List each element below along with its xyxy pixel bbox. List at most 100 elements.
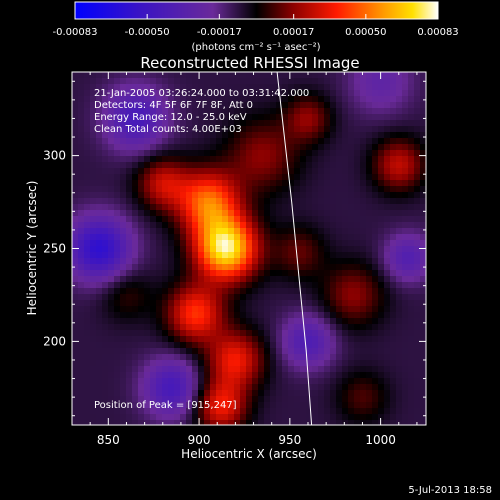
heatmap-cell	[276, 324, 283, 331]
heatmap-cell	[378, 84, 385, 91]
heatmap-cell	[108, 216, 115, 223]
heatmap-cell	[102, 210, 109, 217]
heatmap-cell	[162, 258, 169, 265]
heatmap-cell	[90, 204, 97, 211]
heatmap-cell	[90, 300, 97, 307]
heatmap-cell	[396, 252, 403, 259]
heatmap-cell	[114, 84, 121, 91]
heatmap-cell	[216, 282, 223, 289]
heatmap-cell	[318, 168, 325, 175]
heatmap-cell	[372, 216, 379, 223]
heatmap-cell	[222, 396, 229, 403]
heatmap-cell	[78, 180, 85, 187]
heatmap-cell	[390, 240, 397, 247]
heatmap-cell	[390, 384, 397, 391]
heatmap-cell	[396, 96, 403, 103]
heatmap-cell	[414, 384, 421, 391]
heatmap-cell	[138, 192, 145, 199]
heatmap-cell	[90, 348, 97, 355]
heatmap-cell	[138, 402, 145, 409]
heatmap-cell	[138, 294, 145, 301]
heatmap-cell	[246, 174, 253, 181]
heatmap-cell	[234, 312, 241, 319]
heatmap-cell	[282, 114, 289, 121]
heatmap-cell	[258, 234, 265, 241]
heatmap-cell	[324, 72, 331, 79]
heatmap-cell	[360, 420, 367, 425]
heatmap-cell	[156, 186, 163, 193]
heatmap-cell	[144, 174, 151, 181]
heatmap-cell	[216, 276, 223, 283]
heatmap-cell	[216, 156, 223, 163]
heatmap-cell	[162, 114, 169, 121]
heatmap-cell	[270, 168, 277, 175]
heatmap-cell	[120, 78, 127, 85]
heatmap-cell	[144, 246, 151, 253]
heatmap-cell	[174, 300, 181, 307]
heatmap-cell	[342, 96, 349, 103]
heatmap-cell	[318, 174, 325, 181]
heatmap-cell	[222, 84, 229, 91]
heatmap-cell	[150, 72, 157, 79]
heatmap-cell	[306, 132, 313, 139]
heatmap-cell	[180, 204, 187, 211]
heatmap-cell	[180, 282, 187, 289]
heatmap-cell	[96, 252, 103, 259]
heatmap-cell	[294, 366, 301, 373]
heatmap-cell	[180, 390, 187, 397]
heatmap-cell	[126, 216, 133, 223]
heatmap-cell	[258, 168, 265, 175]
heatmap-cell	[96, 228, 103, 235]
x-tick-label: 1000	[365, 433, 396, 447]
heatmap-cell	[312, 210, 319, 217]
heatmap-cell	[264, 78, 271, 85]
heatmap-cell	[330, 240, 337, 247]
heatmap-cell	[396, 390, 403, 397]
heatmap-cell	[264, 252, 271, 259]
heatmap-cell	[330, 114, 337, 121]
heatmap-cell	[312, 264, 319, 271]
heatmap-cell	[78, 234, 85, 241]
heatmap-cell	[222, 384, 229, 391]
heatmap-cell	[210, 342, 217, 349]
heatmap-cell	[222, 120, 229, 127]
heatmap-cell	[180, 288, 187, 295]
heatmap-cell	[162, 210, 169, 217]
heatmap-cell	[102, 138, 109, 145]
colorbar-tick-label: 0.00017	[273, 27, 314, 38]
heatmap-cell	[114, 360, 121, 367]
heatmap-cell	[330, 174, 337, 181]
heatmap-cell	[156, 84, 163, 91]
heatmap-cell	[222, 102, 229, 109]
heatmap-cell	[402, 360, 409, 367]
heatmap-cell	[186, 144, 193, 151]
heatmap-cell	[312, 396, 319, 403]
heatmap-cell	[216, 402, 223, 409]
heatmap-cell	[216, 138, 223, 145]
heatmap-cell	[366, 258, 373, 265]
heatmap-cell	[216, 264, 223, 271]
heatmap-cell	[354, 384, 361, 391]
heatmap-cell	[162, 366, 169, 373]
heatmap-cell	[264, 330, 271, 337]
heatmap-cell	[348, 72, 355, 79]
heatmap-cell	[186, 150, 193, 157]
heatmap-cell	[354, 126, 361, 133]
heatmap-cell	[78, 240, 85, 247]
heatmap-cell	[72, 360, 79, 367]
heatmap-cell	[186, 96, 193, 103]
heatmap-cell	[420, 300, 426, 307]
heatmap-cell	[204, 222, 211, 229]
heatmap-cell	[306, 300, 313, 307]
heatmap-cell	[246, 360, 253, 367]
heatmap-cell	[264, 300, 271, 307]
heatmap-cell	[360, 348, 367, 355]
heatmap-cell	[300, 300, 307, 307]
heatmap-cell	[102, 222, 109, 229]
heatmap-cell	[162, 420, 169, 425]
heatmap-cell	[120, 84, 127, 91]
heatmap-cell	[192, 264, 199, 271]
heatmap-cell	[126, 90, 133, 97]
heatmap-cell	[354, 240, 361, 247]
heatmap-cell	[168, 336, 175, 343]
